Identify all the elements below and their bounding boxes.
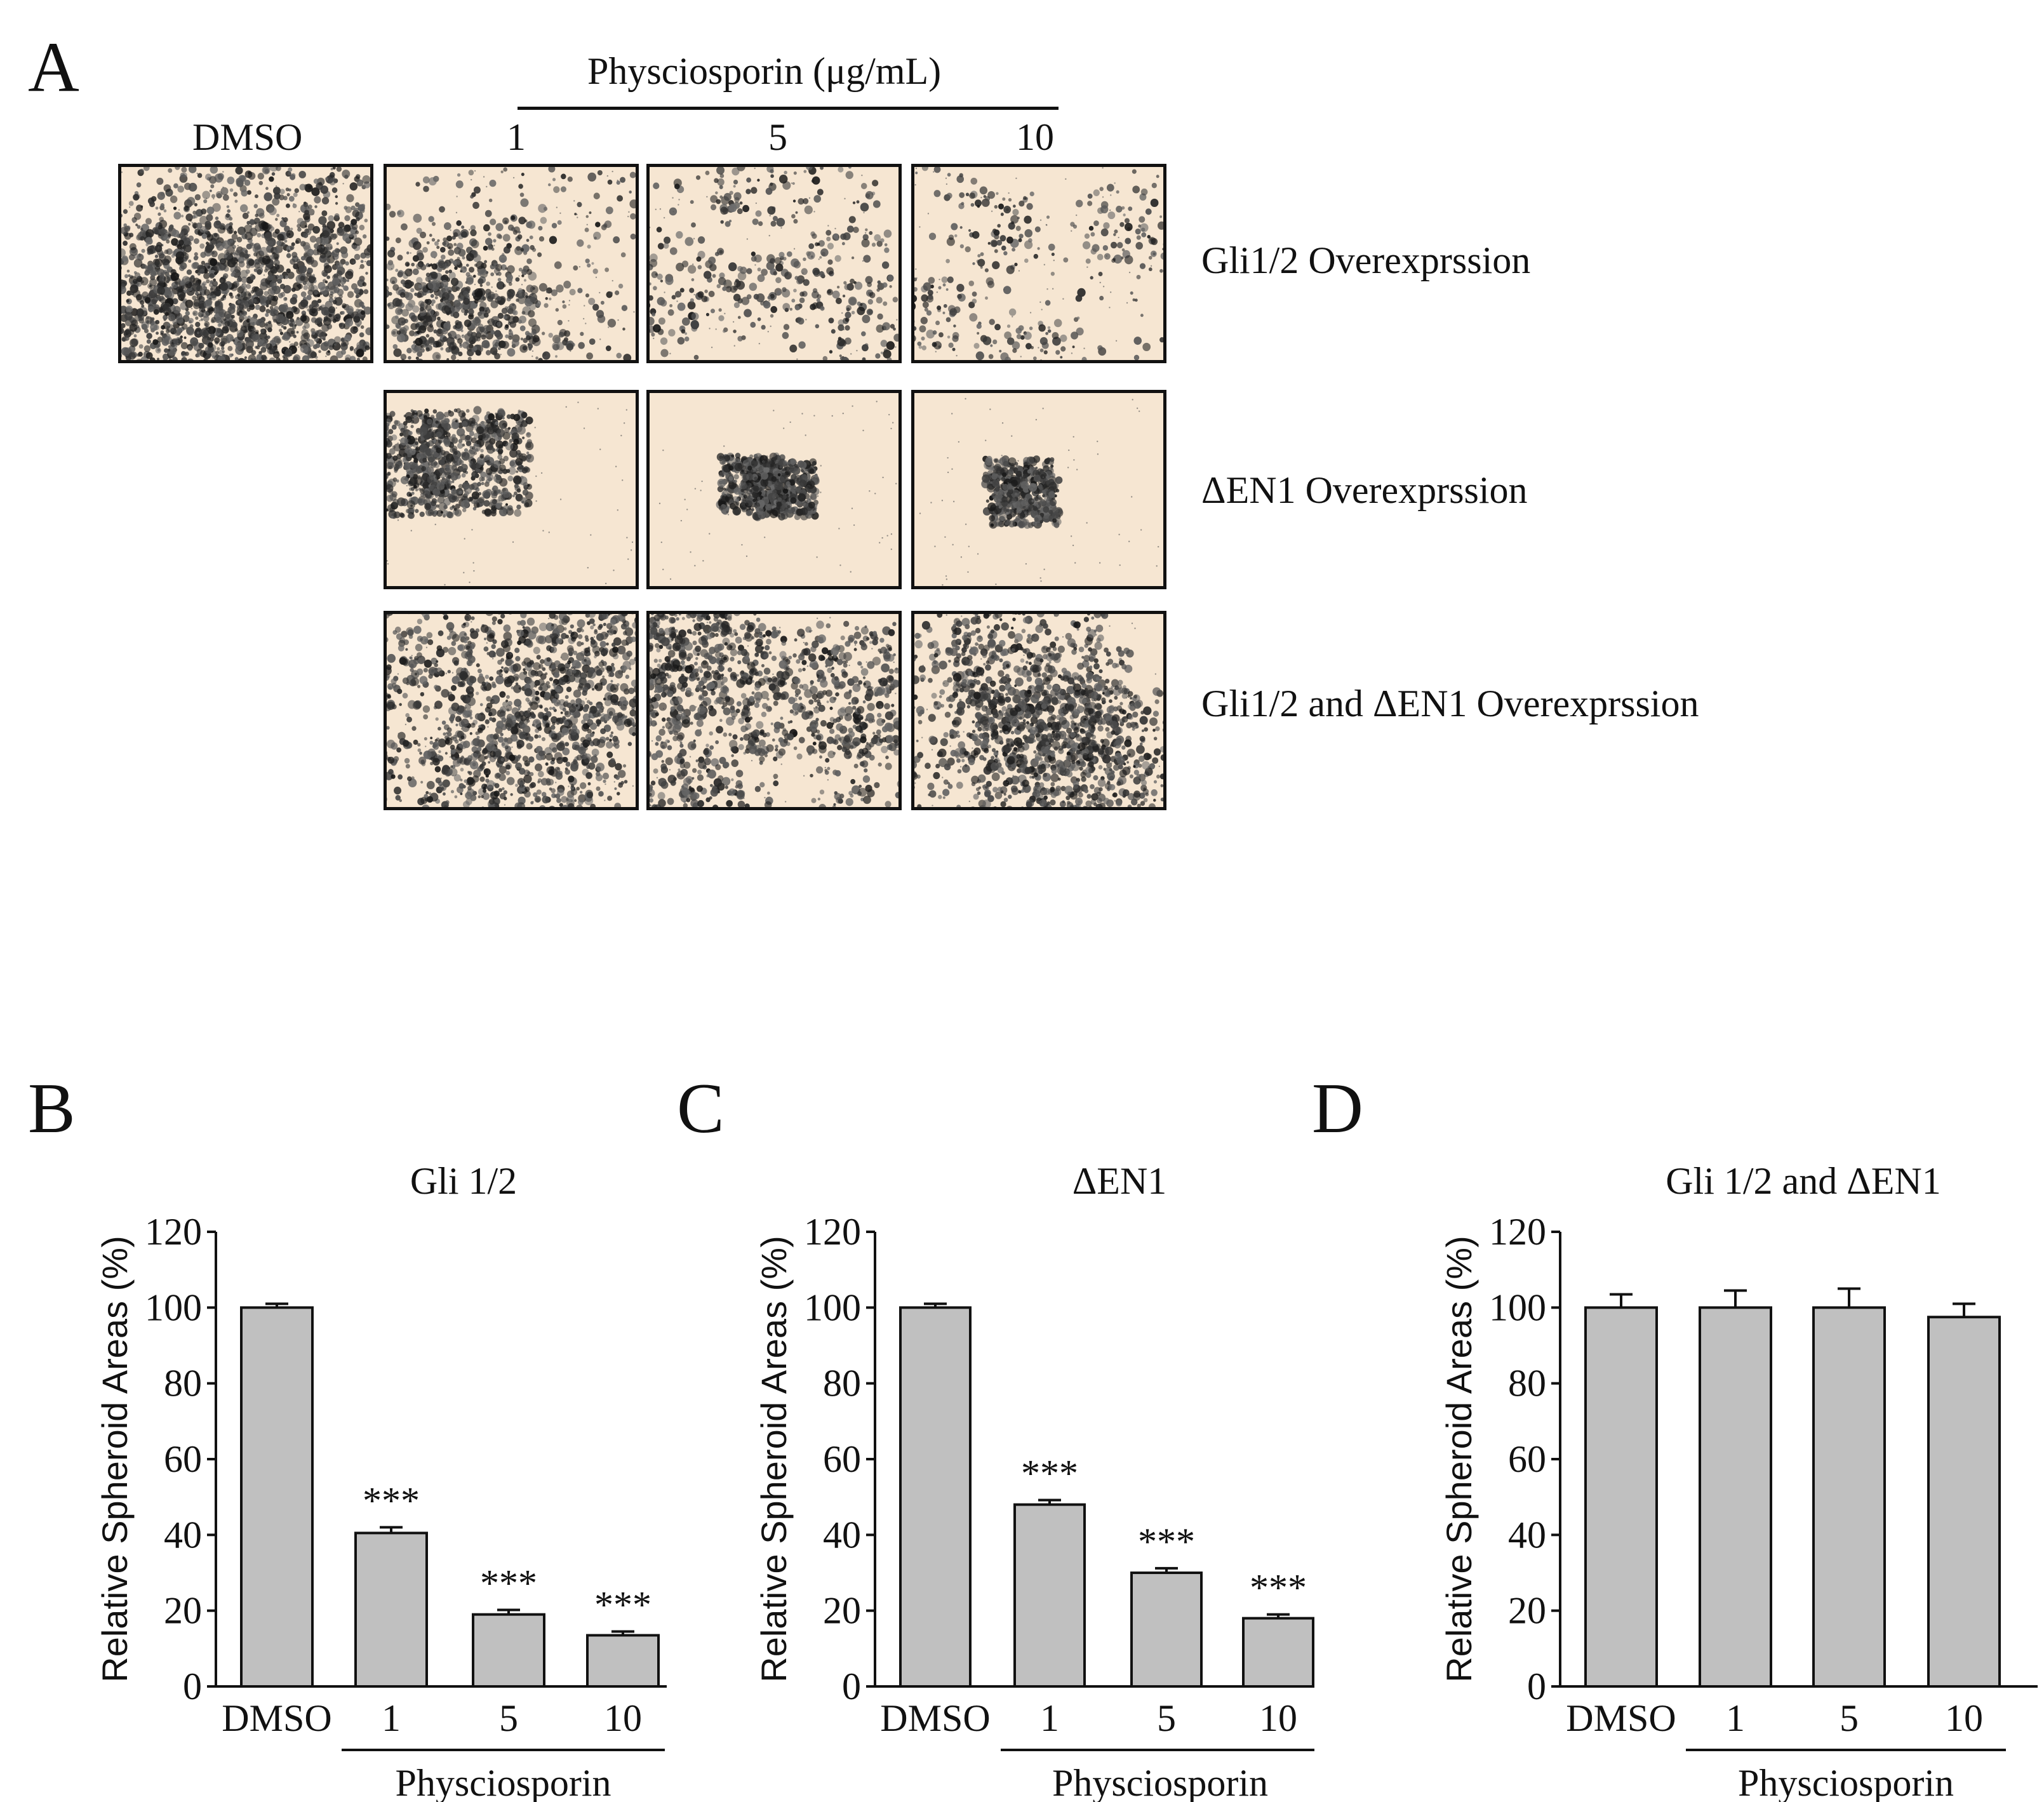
significance-label: *** [1250, 1567, 1307, 1609]
x-tick-label: 1 [382, 1697, 401, 1739]
y-axis-label: Relative Spheroid Areas (%) [754, 1236, 794, 1682]
x-axis-label: Physciosporin [1052, 1762, 1268, 1802]
x-tick-label: DMSO [222, 1697, 331, 1739]
y-tick-label: 20 [1508, 1590, 1546, 1632]
bar [356, 1533, 427, 1686]
x-tick-label: 10 [1945, 1697, 1983, 1739]
column-label-10: 10 [1016, 118, 1054, 156]
y-tick-label: 80 [164, 1363, 202, 1405]
significance-label: *** [363, 1479, 420, 1521]
bar [1586, 1307, 1657, 1686]
row-label-gli12-den1: Gli1/2 and ΔEN1 Overexprssion [1201, 684, 1699, 723]
y-tick-label: 100 [1489, 1286, 1546, 1328]
column-label-1: 1 [507, 118, 526, 156]
y-tick-label: 60 [823, 1438, 861, 1480]
bar [1700, 1307, 1771, 1686]
significance-label: *** [594, 1584, 651, 1625]
bar [587, 1635, 658, 1686]
bar [473, 1615, 544, 1686]
panel-a-letter: A [28, 32, 79, 103]
y-tick-label: 40 [164, 1514, 202, 1556]
panel-d-letter: D [1312, 1073, 1363, 1144]
micrograph [118, 164, 373, 363]
significance-label: *** [480, 1562, 537, 1604]
y-tick-label: 80 [823, 1363, 861, 1405]
micrograph [911, 611, 1166, 810]
micrograph [646, 164, 902, 363]
bar [1015, 1505, 1085, 1686]
significance-label: *** [1138, 1521, 1195, 1563]
x-tick-label: 1 [1040, 1697, 1059, 1739]
bar [1243, 1618, 1313, 1686]
micrograph [911, 164, 1166, 363]
x-tick-label: DMSO [880, 1697, 990, 1739]
panel-b-letter: B [28, 1073, 76, 1144]
x-tick-label: 5 [499, 1697, 518, 1739]
micrograph [384, 390, 639, 589]
y-tick-label: 20 [164, 1590, 202, 1632]
x-axis-label: Physciosporin [395, 1762, 611, 1802]
chart-title: Gli 1/2 [410, 1160, 517, 1202]
y-tick-label: 120 [804, 1211, 861, 1253]
bar [900, 1307, 970, 1686]
treatment-header-underline [518, 107, 1059, 110]
row-label-gli12: Gli1/2 Overexprssion [1201, 241, 1530, 279]
bar [241, 1307, 312, 1686]
bar [1814, 1307, 1885, 1686]
significance-label: *** [1021, 1452, 1078, 1494]
x-tick-label: 10 [1259, 1697, 1297, 1739]
y-tick-label: 60 [1508, 1438, 1546, 1480]
y-tick-label: 100 [804, 1286, 861, 1328]
y-tick-label: 80 [1508, 1363, 1546, 1405]
micrograph [384, 164, 639, 363]
x-axis-label: Physciosporin [1738, 1762, 1954, 1802]
y-tick-label: 0 [842, 1665, 861, 1707]
y-axis-label: Relative Spheroid Areas (%) [95, 1236, 135, 1682]
y-tick-label: 100 [145, 1286, 202, 1328]
chart-title: ΔEN1 [1072, 1160, 1167, 1202]
x-tick-label: 5 [1157, 1697, 1176, 1739]
column-label-dmso: DMSO [192, 118, 302, 156]
y-axis-label: Relative Spheroid Areas (%) [1439, 1236, 1479, 1682]
bar [1928, 1317, 2000, 1686]
x-tick-label: 5 [1840, 1697, 1859, 1739]
y-tick-label: 40 [1508, 1514, 1546, 1556]
x-tick-label: DMSO [1566, 1697, 1676, 1739]
micrograph [911, 390, 1166, 589]
y-tick-label: 120 [1489, 1211, 1546, 1253]
x-tick-label: 1 [1726, 1697, 1745, 1739]
column-label-5: 5 [768, 118, 787, 156]
treatment-header: Physciosporin (μg/mL) [587, 52, 941, 90]
x-tick-label: 10 [604, 1697, 642, 1739]
y-tick-label: 120 [145, 1211, 202, 1253]
row-label-den1: ΔEN1 Overexprssion [1201, 471, 1528, 509]
bar [1132, 1573, 1201, 1686]
y-tick-label: 20 [823, 1590, 861, 1632]
micrograph [384, 611, 639, 810]
micrograph [646, 611, 902, 810]
chart-title: Gli 1/2 and ΔEN1 [1666, 1160, 1941, 1202]
panel-c-letter: C [677, 1073, 725, 1144]
micrograph [646, 390, 902, 589]
y-tick-label: 0 [1527, 1665, 1546, 1707]
y-tick-label: 0 [183, 1665, 202, 1707]
y-tick-label: 40 [823, 1514, 861, 1556]
y-tick-label: 60 [164, 1438, 202, 1480]
